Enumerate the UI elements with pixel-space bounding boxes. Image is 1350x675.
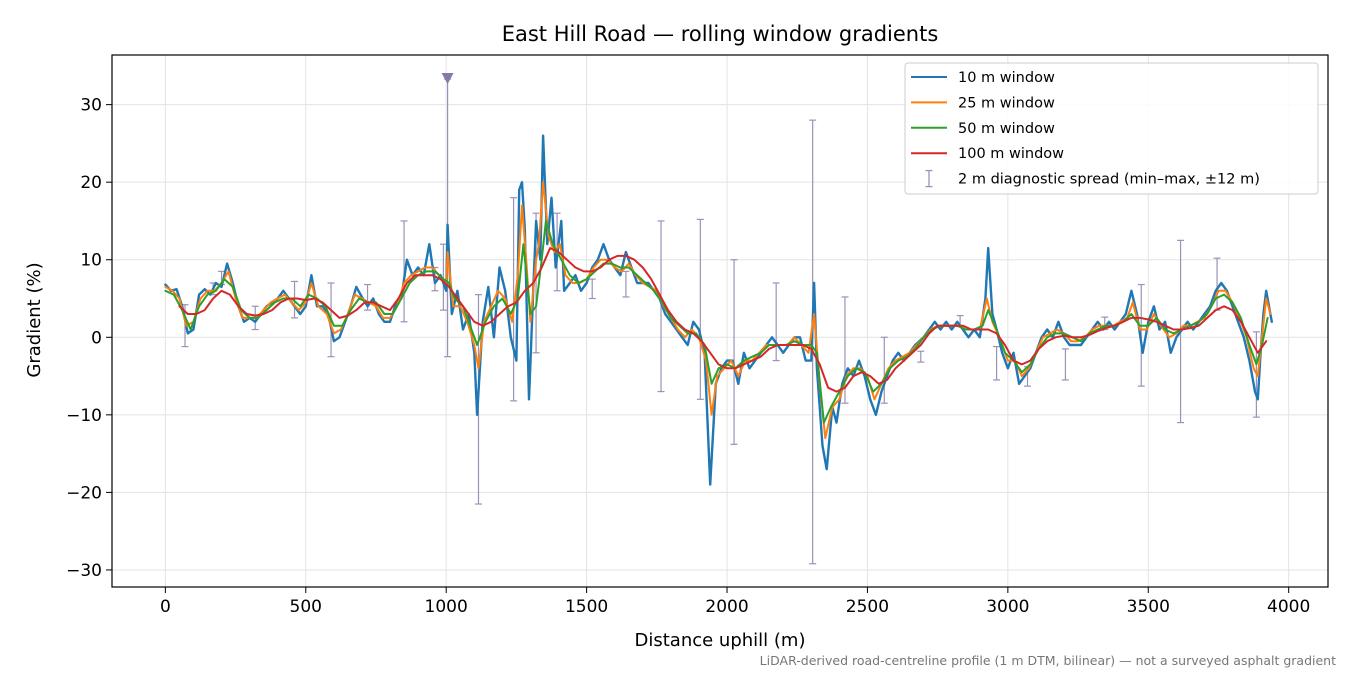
x-tick-label: 0 [160, 597, 171, 617]
errorbar [841, 296, 849, 404]
errorbar [439, 243, 447, 311]
errorbar [291, 280, 299, 319]
errorbar [657, 220, 665, 393]
legend-label: 10 m window [958, 70, 1055, 86]
series-line-50-m-window [164, 220, 1269, 424]
errorbar [622, 270, 630, 298]
axes-frame [111, 54, 1329, 588]
errorbar [993, 345, 1001, 381]
y-tick-label: −30 [66, 561, 102, 581]
legend: 10 m window 25 m window 50 m window 100 m w… [904, 62, 1319, 195]
y-tick-label: 10 [80, 251, 102, 271]
series-line-100-m-window [178, 247, 1268, 393]
chart-title: East Hill Road — rolling window gradient… [502, 22, 939, 46]
legend-box [904, 62, 1319, 195]
y-tick-label: −10 [66, 406, 102, 426]
errorbar-series [181, 78, 1260, 565]
errorbar [510, 197, 518, 402]
errorbar [1061, 348, 1069, 381]
y-axis-label: Gradient (%) [24, 262, 45, 377]
x-tick-label: 3500 [1127, 597, 1170, 617]
legend-label: 2 m diagnostic spread (min–max, ±12 m) [958, 172, 1260, 188]
legend-label: 100 m window [958, 146, 1064, 162]
x-tick-label: 4000 [1267, 597, 1310, 617]
x-axis-label: Distance uphill (m) [635, 630, 806, 651]
y-tick-label: −20 [66, 483, 102, 503]
plot-area [164, 73, 1273, 565]
x-tick-label: 2000 [705, 597, 748, 617]
footnote: LiDAR-derived road-centreline profile (1… [760, 653, 1336, 668]
errorbar [730, 259, 738, 445]
axis-ticks: 0 500 1000 1500 2000 2500 3000 3500 4000 −30 −20 −1… [66, 96, 1310, 617]
x-tick-label: 2500 [846, 597, 889, 617]
y-tick-label: 30 [80, 96, 102, 116]
errorbar [588, 278, 596, 300]
x-tick-label: 1500 [565, 597, 608, 617]
y-tick-label: 20 [80, 173, 102, 193]
errorbar [696, 218, 704, 400]
errorbar [772, 282, 780, 362]
legend-item: 50 m window [911, 121, 1055, 137]
legend-item: 2 m diagnostic spread (min–max, ±12 m) [925, 169, 1260, 188]
errorbar [917, 350, 925, 363]
y-tick-label: 0 [91, 328, 102, 348]
legend-item: 25 m window [911, 95, 1055, 111]
legend-label: 50 m window [958, 121, 1055, 137]
x-tick-label: 500 [290, 597, 322, 617]
x-tick-label: 3000 [986, 597, 1029, 617]
legend-item: 100 m window [911, 146, 1064, 162]
max-spread-marker [441, 73, 454, 85]
legend-item: 10 m window [911, 70, 1055, 86]
x-tick-label: 1000 [425, 597, 468, 617]
errorbar [880, 336, 888, 404]
legend-label: 25 m window [958, 95, 1055, 111]
